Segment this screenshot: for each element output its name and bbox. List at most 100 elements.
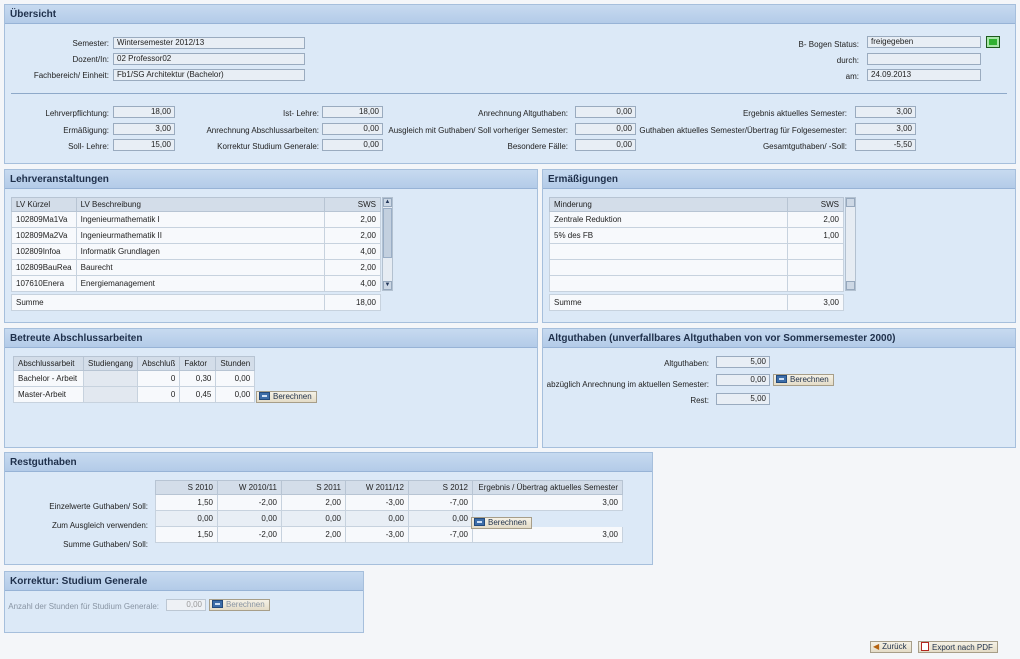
table-row[interactable]: 107610Enera Energiemanagement 4,00 xyxy=(11,275,381,292)
lehrveranstaltungen-title: Lehrveranstaltungen xyxy=(5,170,537,189)
ergebnis-label: Ergebnis aktuelles Semester: xyxy=(742,109,847,118)
ermaessigung-field[interactable]: 3,00 xyxy=(113,123,175,135)
table-row[interactable] xyxy=(549,243,844,260)
cell-value: 3,00 xyxy=(472,526,623,543)
bbogen-field[interactable]: freigegeben xyxy=(867,36,981,48)
altguthaben-berechnen-button[interactable]: Berechnen xyxy=(773,374,834,386)
col-sws[interactable]: SWS xyxy=(787,197,844,212)
table-row[interactable] xyxy=(549,275,844,292)
table-row[interactable]: 5% des FB 1,00 xyxy=(549,227,844,244)
scroll-down-icon[interactable] xyxy=(846,281,855,290)
ausgleich-input[interactable]: 0,00 xyxy=(408,510,473,527)
ermaessigungen-scrollbar[interactable] xyxy=(845,197,856,291)
ausgleich-field[interactable]: 0,00 xyxy=(575,123,636,135)
durch-field[interactable] xyxy=(867,53,981,65)
altguthaben-panel: Altguthaben (unverfallbares Altguthaben … xyxy=(542,328,1016,448)
col-studiengang[interactable]: Studiengang xyxy=(83,356,138,371)
col-sws[interactable]: SWS xyxy=(324,197,381,212)
sum-value: 3,00 xyxy=(787,294,844,311)
col-abschluss[interactable]: Abschluß xyxy=(136,356,181,371)
dozent-field[interactable]: 02 Professor02 xyxy=(113,53,305,65)
gesamtguthaben-field[interactable]: -5,50 xyxy=(855,139,916,151)
cell-value: -3,00 xyxy=(345,494,409,511)
col-minderung[interactable]: Minderung xyxy=(549,197,788,212)
gesamtguthaben-label: Gesamtguthaben/ -Soll: xyxy=(762,142,847,151)
ist-lehre-field[interactable]: 18,00 xyxy=(322,106,383,118)
lehrverpflichtung-field[interactable]: 18,00 xyxy=(113,106,175,118)
restguthaben-berechnen-button[interactable]: Berechnen xyxy=(471,517,532,529)
scroll-thumb[interactable] xyxy=(383,208,392,258)
restguthaben-title: Restguthaben xyxy=(5,453,652,472)
cell-value: -2,00 xyxy=(217,526,282,543)
korrektur-sg-field[interactable]: 0,00 xyxy=(322,139,383,151)
restguthaben-table: S 2010 W 2010/11 S 2011 W 2011/12 S 2012… xyxy=(155,480,623,543)
ausgleich-input[interactable]: 0,00 xyxy=(345,510,409,527)
cell-abschluss[interactable]: 0 xyxy=(136,370,181,387)
cell-sws xyxy=(787,243,844,260)
uebersicht-panel: Übersicht Semester: Wintersemester 2012/… xyxy=(4,4,1016,164)
col-lv-beschreibung[interactable]: LV Beschreibung xyxy=(75,197,326,212)
ausgleich-input[interactable]: 0,00 xyxy=(281,510,346,527)
ergebnis-field[interactable]: 3,00 xyxy=(855,106,916,118)
scroll-up-icon[interactable] xyxy=(846,198,855,207)
scroll-up-icon[interactable]: ▲ xyxy=(383,198,392,207)
am-field[interactable]: 24.09.2013 xyxy=(867,69,981,81)
calculator-icon xyxy=(259,392,270,400)
ausgleich-input[interactable]: 0,00 xyxy=(155,510,218,527)
pdf-icon xyxy=(921,642,929,651)
durch-label: durch: xyxy=(836,56,859,65)
table-row[interactable]: 102809BauRea Baurecht 2,00 xyxy=(11,259,381,276)
am-label: am: xyxy=(845,72,859,81)
table-header-row: LV Kürzel LV Beschreibung SWS xyxy=(11,197,381,212)
anrechnung-abschluss-field[interactable]: 0,00 xyxy=(322,123,383,135)
cell-value: -2,00 xyxy=(217,494,282,511)
cell-lv-beschreibung: Energiemanagement xyxy=(75,275,326,292)
table-row[interactable]: Master-Arbeit 0 0,45 0,00 xyxy=(13,386,256,403)
lehrveranstaltungen-scrollbar[interactable]: ▲ ▼ xyxy=(382,197,393,291)
semester-field[interactable]: Wintersemester 2012/13 xyxy=(113,37,305,49)
button-label: Berechnen xyxy=(273,392,312,401)
summe-guthaben-label: Summe Guthaben/ Soll: xyxy=(63,540,148,549)
soll-lehre-field[interactable]: 15,00 xyxy=(113,139,175,151)
col-abschlussarbeit[interactable]: Abschlussarbeit xyxy=(13,356,84,371)
abschluss-panel: Betreute Abschlussarbeiten Abschlussarbe… xyxy=(4,328,538,448)
col-faktor[interactable]: Faktor xyxy=(179,356,217,371)
cell-stunden: 0,00 xyxy=(215,370,256,387)
table-row[interactable]: Bachelor - Arbeit 0 0,30 0,00 xyxy=(13,370,256,387)
cell-minderung xyxy=(549,259,788,276)
scroll-down-icon[interactable]: ▼ xyxy=(383,281,392,290)
table-row[interactable]: Zentrale Reduktion 2,00 xyxy=(549,211,844,228)
korrektur-sg-label: Korrektur Studium Generale: xyxy=(217,142,319,151)
export-pdf-button[interactable]: Export nach PDF xyxy=(918,641,998,653)
besondere-faelle-field[interactable]: 0,00 xyxy=(575,139,636,151)
back-arrow-icon: ◀ xyxy=(873,642,880,651)
studium-generale-field[interactable]: 0,00 xyxy=(166,599,206,611)
rest-field[interactable]: 5,00 xyxy=(716,393,770,405)
status-light-icon xyxy=(986,36,1000,48)
col-lv-kuerzel[interactable]: LV Kürzel xyxy=(11,197,77,212)
button-label: Berechnen xyxy=(488,518,527,527)
button-label: Berechnen xyxy=(790,375,829,384)
abzueglich-field[interactable]: 0,00 xyxy=(716,374,770,386)
ausgleich-verwenden-label: Zum Ausgleich verwenden: xyxy=(51,521,148,530)
fachbereich-field[interactable]: Fb1/SG Architektur (Bachelor) xyxy=(113,69,305,81)
col-ergebnis: Ergebnis / Übertrag aktuelles Semester xyxy=(472,480,623,495)
table-row[interactable]: 102809Infoa Informatik Grundlagen 4,00 xyxy=(11,243,381,260)
cell-sws: 2,00 xyxy=(324,259,381,276)
cell-abschluss[interactable]: 0 xyxy=(136,386,181,403)
back-button[interactable]: ◀ Zurück xyxy=(870,641,912,653)
cell-sws: 1,00 xyxy=(787,227,844,244)
calculator-icon xyxy=(776,375,787,383)
guthaben-field[interactable]: 3,00 xyxy=(855,123,916,135)
cell-value: 1,50 xyxy=(155,526,218,543)
table-row[interactable] xyxy=(549,259,844,276)
table-row[interactable]: 102809Ma1Va Ingenieurmathematik I 2,00 xyxy=(11,211,381,228)
cell-value: -3,00 xyxy=(345,526,409,543)
ausgleich-input[interactable]: 0,00 xyxy=(217,510,282,527)
col-stunden[interactable]: Stunden xyxy=(215,356,256,371)
anrechnung-altguthaben-field[interactable]: 0,00 xyxy=(575,106,636,118)
korrektur-berechnen-button[interactable]: Berechnen xyxy=(209,599,270,611)
altguthaben-field[interactable]: 5,00 xyxy=(716,356,770,368)
abschluss-berechnen-button[interactable]: Berechnen xyxy=(256,391,317,403)
table-row[interactable]: 102809Ma2Va Ingenieurmathematik II 2,00 xyxy=(11,227,381,244)
